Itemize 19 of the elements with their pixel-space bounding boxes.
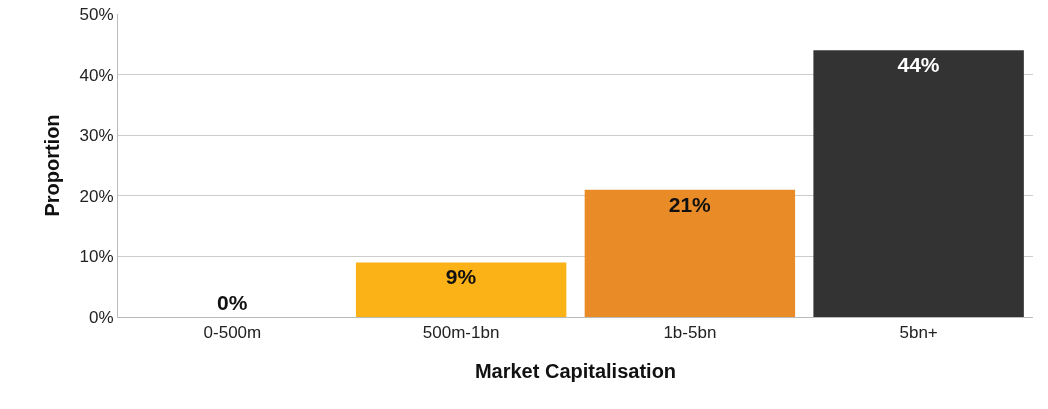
bar: [584, 189, 796, 317]
y-tick-label: 30%: [79, 126, 114, 146]
x-axis-title: Market Capitalisation: [474, 359, 677, 382]
data-label: 21%: [668, 192, 712, 216]
y-tick-label: 20%: [79, 186, 114, 206]
x-tick-label: 0-500m: [203, 323, 262, 343]
x-tick-label: 1b-5bn: [663, 323, 717, 343]
bar: [355, 262, 567, 317]
bar: [813, 50, 1024, 317]
y-tick-label: 10%: [79, 247, 114, 267]
y-tick-label: 50%: [79, 4, 114, 24]
x-tick-label: 5bn+: [899, 323, 938, 343]
y-tick-label: 40%: [79, 65, 114, 85]
data-label: 0%: [217, 291, 248, 314]
x-tick-label: 500m-1bn: [422, 323, 500, 343]
data-label: 9%: [445, 265, 477, 289]
data-label: 44%: [897, 53, 940, 77]
y-tick-label: 0%: [89, 307, 114, 327]
y-axis-title: Proportion: [41, 114, 64, 217]
